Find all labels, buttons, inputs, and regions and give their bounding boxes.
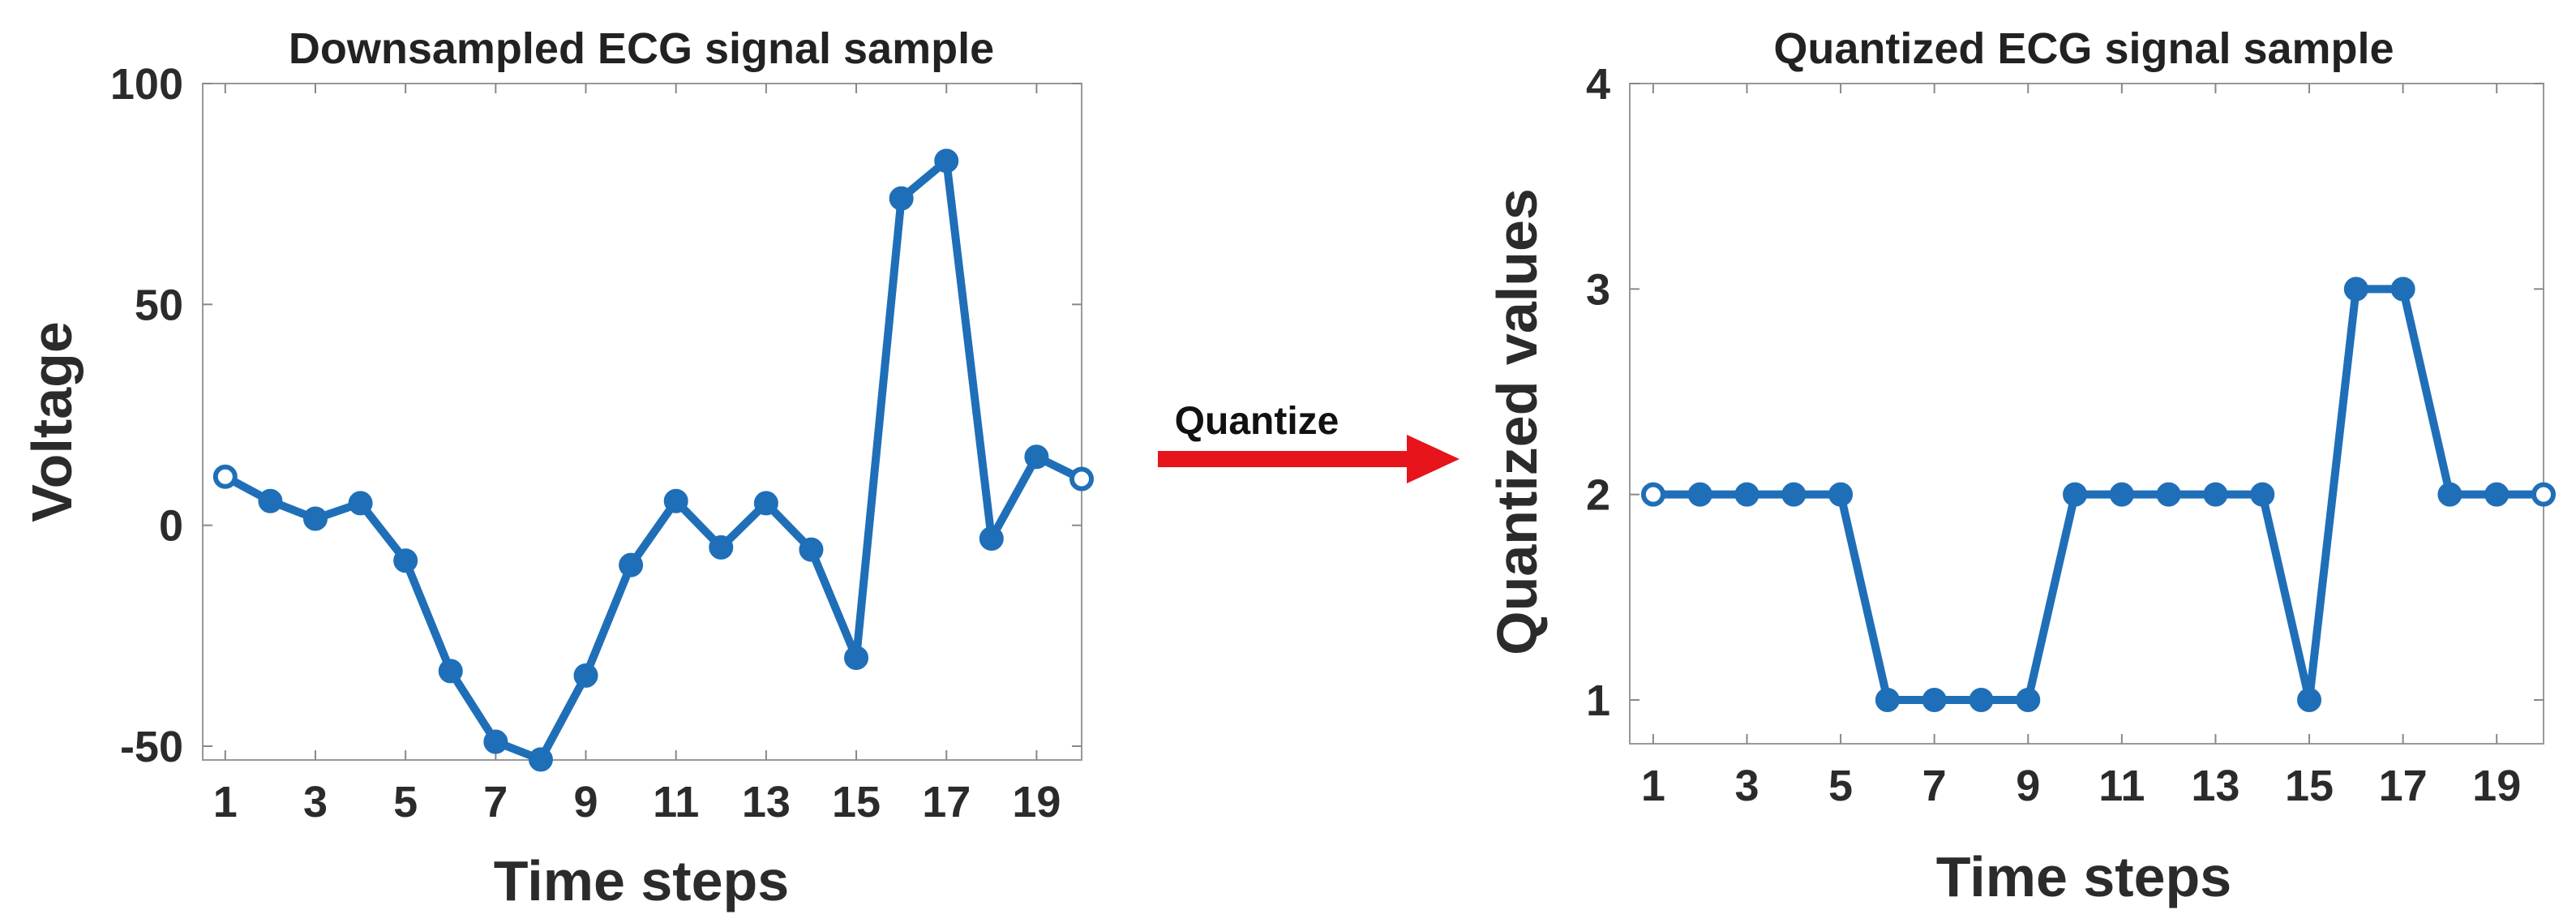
series-group	[212, 148, 1094, 772]
data-point	[2109, 482, 2134, 507]
data-point	[348, 491, 373, 516]
x-tick-labels: 1 3 5 7 9 11 13 15 17 19	[1641, 762, 2521, 810]
data-point	[1781, 482, 1807, 507]
data-point	[483, 729, 508, 754]
data-point	[528, 747, 553, 772]
arrow-head	[1407, 435, 1459, 483]
y-tick-labels: 1 2 3 4	[1586, 60, 1610, 725]
y-tick-label: 100	[110, 60, 183, 109]
data-point	[2390, 277, 2415, 302]
data-point	[2203, 482, 2228, 507]
x-tick-label: 11	[653, 778, 699, 826]
data-point	[709, 534, 734, 560]
data-point	[1875, 688, 1900, 712]
x-tick-label: 7	[1922, 762, 1947, 810]
data-point	[1922, 688, 1947, 712]
y-axis-title: Quantized values	[1485, 188, 1549, 655]
x-tick-label: 5	[393, 778, 418, 826]
y-tick-label: 4	[1586, 60, 1610, 109]
chart-title: Quantized ECG signal sample	[1773, 24, 2394, 73]
data-point	[753, 491, 778, 516]
chart-title: Downsampled ECG signal sample	[289, 24, 994, 73]
x-axis-title: Time steps	[494, 849, 789, 912]
data-point	[2343, 277, 2368, 302]
data-point	[1024, 444, 1049, 470]
x-tick-label: 1	[213, 778, 238, 826]
y-tick-label: 0	[159, 502, 183, 551]
data-point	[663, 488, 688, 513]
x-tick-label: 17	[2379, 762, 2428, 810]
data-point	[934, 148, 959, 174]
x-tick-label: 7	[483, 778, 508, 826]
data-point	[844, 646, 869, 671]
plot-frame	[1629, 83, 2544, 745]
y-tick-labels: -50 0 50 100	[110, 60, 183, 771]
y-tick-label: 3	[1586, 265, 1610, 314]
downsampled-ecg-chart: Downsampled ECG signal sample 1 3 5 7 9 11 13 1…	[20, 24, 1094, 912]
x-tick-label: 13	[2191, 762, 2240, 810]
data-point	[438, 659, 463, 684]
data-point	[573, 663, 598, 688]
data-point	[2250, 482, 2275, 507]
plot-frame	[202, 83, 1082, 761]
data-point	[2016, 688, 2041, 712]
data-point	[1069, 466, 1094, 492]
x-tick-labels: 1 3 5 7 9 11 13 15 17 19	[213, 778, 1061, 826]
y-tick-label: 2	[1586, 471, 1610, 520]
series-line	[221, 157, 1086, 764]
data-point	[302, 506, 328, 531]
y-axis-title: Voltage	[20, 321, 84, 522]
x-tick-label: 3	[1734, 762, 1759, 810]
data-point	[619, 552, 644, 577]
x-tick-label: 9	[573, 778, 598, 826]
data-point	[212, 464, 238, 489]
x-tick-label: 19	[1012, 778, 1061, 826]
data-point	[1734, 482, 1759, 507]
data-point	[393, 548, 418, 573]
axis-ticks	[203, 83, 1082, 760]
y-tick-label: 50	[135, 281, 183, 329]
quantized-ecg-chart: Quantized ECG signal sample 1 3 5 7 9 11 13 15 1…	[1485, 24, 2556, 908]
x-tick-label: 13	[742, 778, 791, 826]
y-tick-label: -50	[120, 723, 183, 771]
data-point	[2531, 482, 2556, 507]
data-point	[1640, 482, 1665, 507]
y-tick-label: 1	[1586, 676, 1610, 725]
data-point	[2156, 482, 2181, 507]
x-tick-label: 15	[2285, 762, 2334, 810]
x-tick-label: 15	[832, 778, 881, 826]
x-tick-label: 9	[2016, 762, 2040, 810]
x-axis-title: Time steps	[1936, 845, 2231, 908]
data-point	[799, 537, 824, 562]
data-point	[2063, 482, 2088, 507]
x-tick-label: 1	[1641, 762, 1665, 810]
x-tick-label: 11	[2098, 762, 2145, 810]
arrow-shaft	[1158, 451, 1409, 467]
quantize-arrow: Quantize	[1158, 400, 1459, 483]
quantize-label: Quantize	[1175, 400, 1339, 443]
data-point	[1828, 482, 1854, 507]
data-point	[1969, 688, 1994, 712]
data-point	[2484, 482, 2510, 507]
data-point	[2437, 482, 2462, 507]
data-point	[889, 186, 914, 211]
x-tick-label: 17	[922, 778, 971, 826]
series-group	[1640, 277, 2556, 712]
x-tick-label: 5	[1828, 762, 1853, 810]
data-point	[2297, 688, 2322, 712]
x-tick-label: 3	[303, 778, 328, 826]
data-point	[1687, 482, 1712, 507]
data-point	[258, 488, 283, 513]
axis-ticks	[1630, 83, 2544, 744]
data-point	[979, 526, 1004, 552]
x-tick-label: 19	[2472, 762, 2521, 810]
